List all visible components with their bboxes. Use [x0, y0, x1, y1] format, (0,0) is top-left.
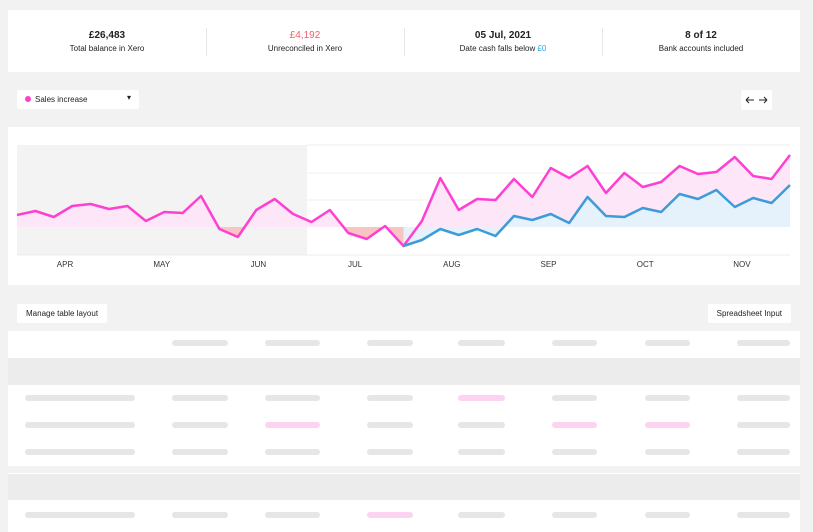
skeleton-bar — [367, 512, 413, 518]
skeleton-bar — [458, 512, 505, 518]
skeleton-bar — [737, 395, 790, 401]
stat-value: £4,192 — [289, 30, 321, 41]
skeleton-bar — [645, 512, 690, 518]
skeleton-bar — [552, 422, 597, 428]
skeleton-bar — [458, 395, 505, 401]
divider — [602, 28, 603, 56]
stat: 8 of 12 Bank accounts included — [602, 30, 800, 53]
divider — [404, 28, 405, 56]
series-dropdown[interactable]: Sales increase ▾ — [17, 90, 139, 109]
skeleton-bar — [552, 395, 597, 401]
skeleton-bar — [25, 512, 135, 518]
skeleton-bar — [552, 449, 597, 455]
skeleton-bar — [645, 340, 690, 346]
stat-label: Date cash falls below — [459, 44, 536, 53]
skeleton-bar — [265, 512, 320, 518]
skeleton-bar — [645, 422, 690, 428]
chart-card: APR MAY JUN JUL AUG SEP OCT NOV — [8, 127, 800, 285]
x-tick-label: OCT — [637, 260, 654, 269]
skeleton-bar — [737, 512, 790, 518]
skeleton-bar — [25, 422, 135, 428]
skeleton-bar — [458, 422, 505, 428]
skeleton-bar — [458, 449, 505, 455]
series-dot — [25, 96, 31, 102]
nav-buttons — [741, 90, 772, 110]
skeleton-bar — [172, 512, 228, 518]
skeleton-bar — [25, 449, 135, 455]
skeleton-bar — [172, 395, 228, 401]
skeleton-bar — [737, 340, 790, 346]
past-region — [17, 145, 307, 255]
nav-arrows[interactable] — [741, 90, 772, 110]
skeleton-bar — [265, 340, 320, 346]
skeleton-bar — [367, 395, 413, 401]
stat: £26,483 Total balance in Xero — [8, 30, 206, 53]
skeleton-bar — [552, 340, 597, 346]
skeleton-bar — [172, 449, 228, 455]
divider — [206, 28, 207, 56]
skeleton-bar — [367, 422, 413, 428]
stat-highlight: £0 — [537, 44, 547, 53]
skeleton-bar — [367, 449, 413, 455]
skeleton-bar — [552, 512, 597, 518]
stat-label-wrap: Date cash falls below £0 — [404, 44, 602, 53]
stat-value: £26,483 — [88, 30, 126, 41]
skeleton-bar — [265, 422, 320, 428]
skeleton-bar — [645, 395, 690, 401]
chart: APR MAY JUN JUL AUG SEP OCT NOV — [16, 144, 791, 269]
stat: 05 Jul, 2021 Date cash falls below £0 — [404, 30, 602, 53]
stats-card: £26,483 Total balance in Xero £4,192 Unrec… — [8, 10, 800, 72]
skeleton-bar — [265, 449, 320, 455]
skeleton-bar — [172, 340, 228, 346]
table-band — [8, 474, 800, 500]
skeleton-bar — [25, 395, 135, 401]
x-tick-label: NOV — [733, 260, 751, 269]
x-tick-label: JUL — [348, 260, 363, 269]
skeleton-bar — [265, 395, 320, 401]
area-fill — [403, 185, 790, 227]
stat-label: Total balance in Xero — [69, 44, 145, 53]
stat-value: 05 Jul, 2021 — [474, 30, 532, 41]
table-band — [8, 358, 800, 385]
x-tick-label: MAY — [153, 260, 170, 269]
stat: £4,192 Unreconciled in Xero — [206, 30, 404, 53]
x-tick-label: JUN — [251, 260, 267, 269]
skeleton-bar — [458, 340, 505, 346]
dropdown-label: Sales increase — [35, 95, 88, 104]
skeleton-bar — [172, 422, 228, 428]
stat-label: Unreconciled in Xero — [267, 44, 343, 53]
skeleton-bar — [645, 449, 690, 455]
x-tick-label: AUG — [443, 260, 460, 269]
spreadsheet-button[interactable]: Spreadsheet Input — [707, 304, 791, 323]
skeleton-bar — [737, 449, 790, 455]
stat-value: 8 of 12 — [685, 30, 717, 41]
skeleton-bar — [737, 422, 790, 428]
manage-layout-button[interactable]: Manage table layout — [17, 304, 108, 323]
series-line — [403, 184, 791, 248]
skeleton-bar — [367, 340, 413, 346]
caret: ▾ — [126, 93, 131, 102]
stat-label: Bank accounts included — [658, 44, 744, 53]
x-tick-label: APR — [57, 260, 74, 269]
x-tick-label: SEP — [540, 260, 556, 269]
